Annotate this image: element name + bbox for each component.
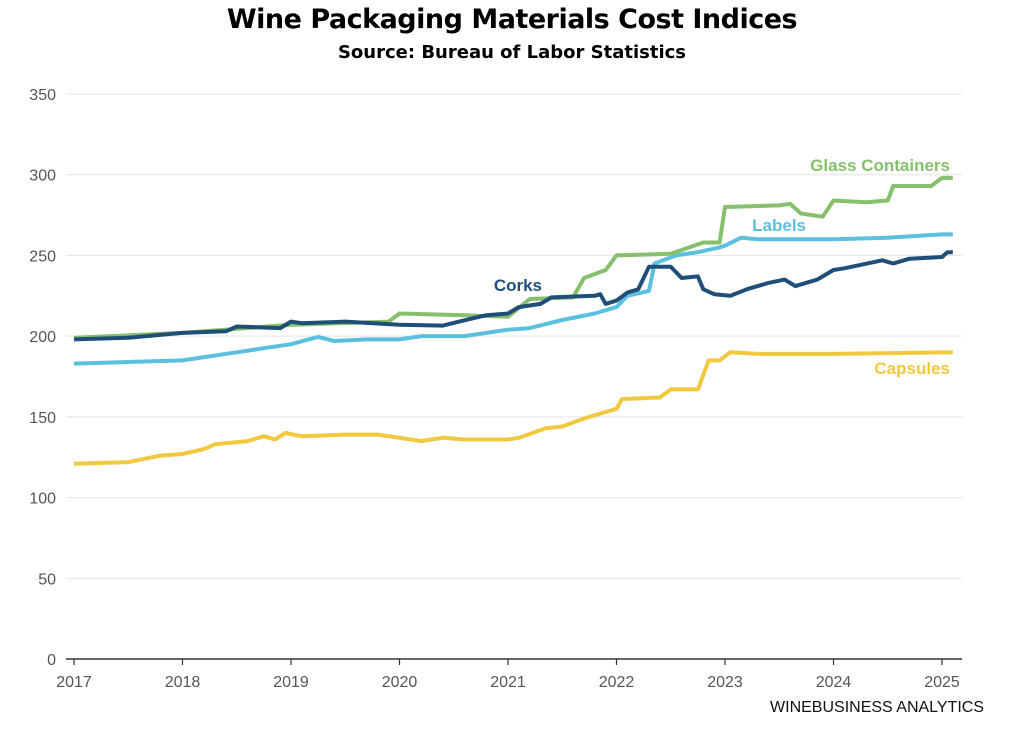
series-line-labels bbox=[73, 232, 953, 366]
x-tick-label: 2021 bbox=[490, 674, 526, 691]
x-tick-label: 2017 bbox=[56, 674, 92, 691]
x-tick-label: 2025 bbox=[924, 674, 960, 691]
series-label-corks: Corks bbox=[494, 276, 542, 295]
y-tick-label: 350 bbox=[29, 87, 56, 104]
y-tick-label: 0 bbox=[47, 652, 56, 669]
y-tick-label: 200 bbox=[29, 329, 56, 346]
y-tick-label: 150 bbox=[29, 410, 56, 427]
x-tick-label: 2020 bbox=[382, 674, 418, 691]
x-tick-label: 2024 bbox=[816, 674, 852, 691]
chart-title: Wine Packaging Materials Cost Indices bbox=[226, 4, 798, 35]
y-tick-label: 250 bbox=[29, 248, 56, 265]
x-tick-label: 2022 bbox=[599, 674, 635, 691]
series-line-capsules bbox=[73, 350, 953, 466]
source-credit: WINEBUSINESS ANALYTICS bbox=[770, 699, 984, 716]
series-label-capsules: Capsules bbox=[874, 359, 950, 378]
x-tick-label: 2019 bbox=[273, 674, 309, 691]
series-label-glass-containers: Glass Containers bbox=[810, 156, 950, 175]
chart-subtitle: Source: Bureau of Labor Statistics bbox=[337, 42, 687, 63]
series-label-labels: Labels bbox=[752, 216, 806, 235]
series-line-glass-containers bbox=[73, 175, 953, 340]
y-tick-label: 300 bbox=[29, 168, 56, 185]
x-tick-label: 2023 bbox=[707, 674, 743, 691]
y-tick-label: 100 bbox=[29, 491, 56, 508]
y-tick-label: 50 bbox=[38, 571, 56, 588]
x-tick-label: 2018 bbox=[165, 674, 201, 691]
series-line-corks bbox=[73, 250, 953, 342]
